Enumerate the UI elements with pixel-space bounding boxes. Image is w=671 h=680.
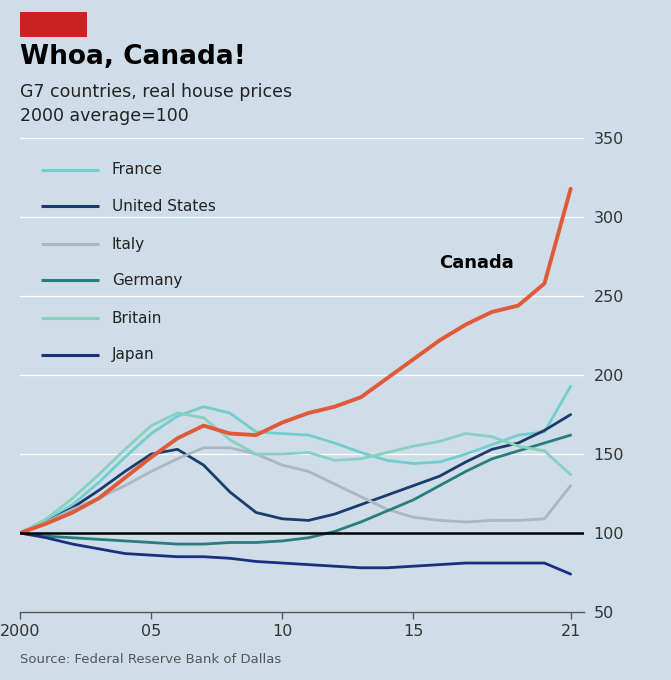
Text: Source: Federal Reserve Bank of Dallas: Source: Federal Reserve Bank of Dallas	[20, 653, 281, 666]
Text: United States: United States	[112, 199, 216, 214]
Text: G7 countries, real house prices: G7 countries, real house prices	[20, 83, 293, 101]
Text: Canada: Canada	[440, 254, 515, 272]
Text: Italy: Italy	[112, 237, 145, 252]
Text: Japan: Japan	[112, 347, 154, 362]
Text: France: France	[112, 163, 163, 177]
Text: 2000 average=100: 2000 average=100	[20, 107, 189, 124]
Text: Britain: Britain	[112, 311, 162, 326]
Text: Whoa, Canada!: Whoa, Canada!	[20, 44, 246, 70]
Text: Germany: Germany	[112, 273, 183, 288]
